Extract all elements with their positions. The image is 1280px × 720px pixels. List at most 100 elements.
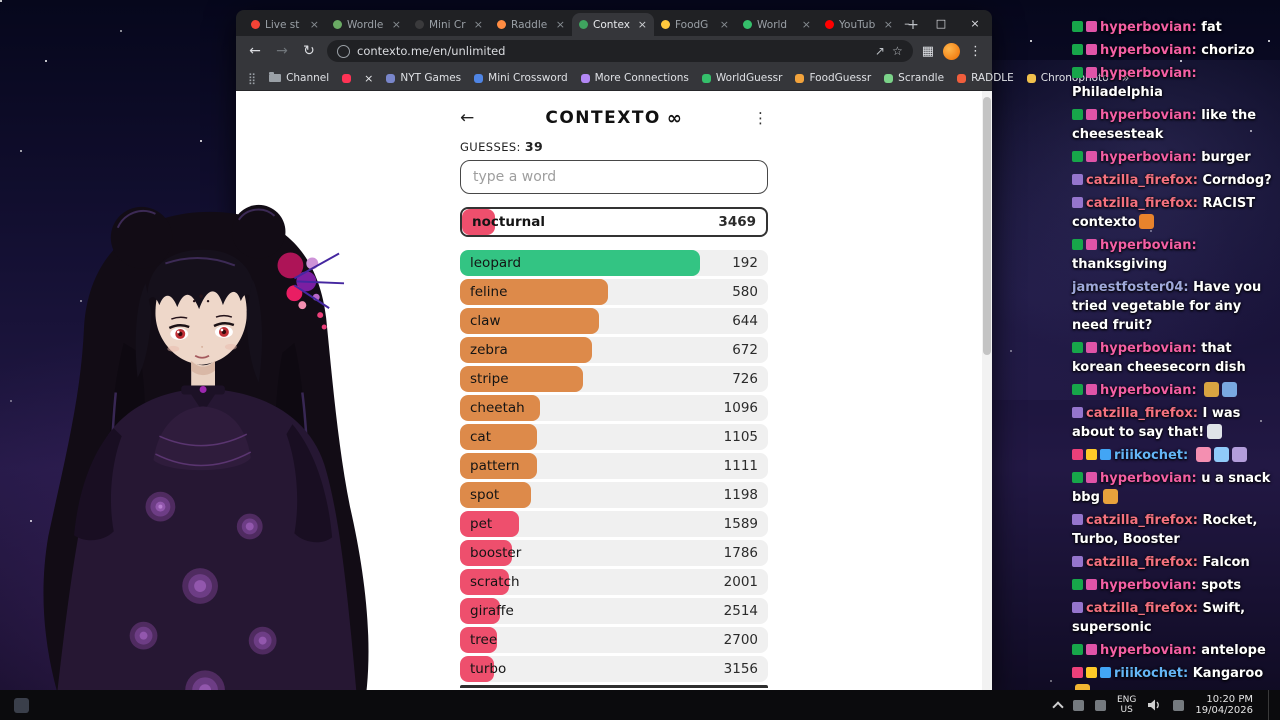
show-desktop-button[interactable] — [1268, 690, 1272, 720]
guess-bar — [460, 308, 599, 334]
browser-tab[interactable]: Raddle × — [490, 13, 572, 36]
new-tab-button[interactable]: + — [907, 17, 919, 33]
chat-emote-icon — [1213, 447, 1229, 462]
chat-text: fat — [1201, 20, 1222, 35]
guess-row: cat 1105 — [460, 424, 768, 450]
browser-menu-icon[interactable]: ⋮ — [969, 43, 982, 59]
address-bar[interactable]: contexto.me/en/unlimited ↗ ☆ — [327, 40, 913, 62]
browser-tab[interactable]: Live st × — [244, 13, 326, 36]
chat-username: hyperbovian: — [1100, 578, 1202, 593]
bookmarks-overflow-icon[interactable]: » — [1121, 70, 1130, 86]
forward-nav-icon[interactable]: → — [276, 43, 288, 59]
tab-close-icon[interactable]: × — [801, 18, 811, 31]
current-guess-word: nocturnal — [472, 214, 545, 230]
guess-rank: 672 — [732, 342, 758, 358]
tab-close-icon[interactable]: × — [555, 18, 565, 31]
tab-close-icon[interactable]: × — [309, 18, 319, 31]
maximize-button[interactable]: □ — [935, 16, 947, 30]
minimize-button[interactable]: – — [904, 16, 910, 30]
bookmark-item[interactable]: Mini Crossword — [474, 72, 568, 84]
tray-icon[interactable] — [1173, 699, 1185, 711]
word-input[interactable] — [460, 160, 768, 194]
tab-strip-tabs: Live st × Wordle × Mini Cr × Raddle × Contex × Foo… — [244, 13, 900, 36]
tab-favicon — [661, 20, 670, 29]
tab-close-icon[interactable]: × — [473, 18, 483, 31]
chat-message: hyperbovian: like the cheesesteak — [1072, 106, 1274, 144]
tab-favicon — [415, 20, 424, 29]
tray-expand-icon[interactable] — [1052, 700, 1064, 713]
starfield — [0, 0, 2, 2]
chat-message: catzilla_firefox: Swift, supersonic — [1072, 599, 1274, 637]
chat-message: hyperbovian: thanksgiving — [1072, 236, 1274, 274]
back-arrow-icon[interactable]: ← — [460, 108, 475, 128]
url-text[interactable]: contexto.me/en/unlimited — [357, 44, 506, 58]
guess-row: turbo 3156 — [460, 656, 768, 682]
taskbar-clock[interactable]: 10:20 PM 19/04/2026 — [1195, 694, 1253, 716]
reload-icon[interactable]: ↻ — [303, 43, 315, 59]
tray-icon[interactable] — [1072, 699, 1084, 711]
chat-message: hyperbovian: that korean cheesecorn dish — [1072, 339, 1274, 377]
chat-username: hyperbovian: — [1100, 20, 1202, 35]
browser-tab[interactable]: Mini Cr × — [408, 13, 490, 36]
profile-avatar[interactable] — [943, 42, 960, 60]
bookmark-favicon — [386, 73, 396, 83]
bookmark-favicon — [342, 73, 352, 83]
bookmarks-bar: ⣿ Channel × NYT Games Mini Crossword More Con… — [236, 66, 1130, 91]
chat-badge-icon — [1072, 44, 1083, 55]
bookmark-item[interactable]: ⣿ — [248, 73, 256, 84]
chat-badge-icon — [1086, 239, 1097, 250]
share-icon[interactable]: ↗ — [874, 44, 885, 58]
guess-row: zebra 672 — [460, 337, 768, 363]
bookmark-item[interactable]: Channel — [269, 72, 329, 84]
language-indicator[interactable]: ENG US — [1117, 695, 1136, 715]
close-button[interactable]: × — [970, 16, 980, 30]
bookmark-item[interactable] — [342, 73, 352, 83]
back-nav-icon[interactable]: ← — [249, 43, 261, 59]
guess-rank: 2001 — [723, 574, 758, 590]
chat-badge-icon — [1072, 21, 1083, 32]
tab-close-icon[interactable]: × — [883, 18, 893, 31]
tab-strip: Live st × Wordle × Mini Cr × Raddle × Contex × Foo… — [236, 10, 992, 36]
bookmark-item[interactable]: Scrandle — [884, 72, 944, 84]
chat-badge-icon — [1100, 449, 1111, 460]
scrollbar[interactable] — [982, 91, 992, 691]
tab-favicon — [251, 20, 260, 29]
speaker-icon[interactable] — [1147, 698, 1162, 712]
chat-username: hyperbovian: — [1100, 471, 1202, 486]
site-info-icon[interactable] — [337, 44, 350, 58]
browser-tab[interactable]: FoodG × — [654, 13, 736, 36]
chat-badge-icon — [1072, 579, 1083, 590]
browser-tab[interactable]: Wordle × — [326, 13, 408, 36]
bookmark-item[interactable]: More Connections — [580, 72, 689, 84]
browser-tab[interactable]: Contex × — [572, 13, 654, 36]
extensions-icon[interactable]: ▦ — [921, 43, 934, 59]
bookmark-item[interactable]: × — [364, 73, 373, 84]
guess-row: feline 580 — [460, 279, 768, 305]
bookmark-favicon: ⣿ — [248, 71, 257, 85]
taskbar-app-icon[interactable] — [14, 697, 29, 713]
chat-badge-icon — [1086, 109, 1097, 120]
bookmark-item[interactable]: RADDLE — [957, 72, 1014, 84]
chat-emote-icon — [1222, 382, 1238, 397]
chat-message: hyperbovian: fat — [1072, 18, 1274, 37]
bookmark-star-icon[interactable]: ☆ — [891, 44, 903, 58]
browser-tab[interactable]: World × — [736, 13, 818, 36]
tray-icon[interactable] — [1094, 699, 1106, 711]
tab-close-icon[interactable]: × — [719, 18, 729, 31]
tab-close-icon[interactable]: × — [637, 18, 647, 31]
bookmark-item[interactable]: FoodGuessr — [795, 72, 871, 84]
guess-word: stripe — [470, 371, 509, 387]
chat-username: catzilla_firefox: — [1086, 555, 1203, 570]
guesses-label: GUESSES: — [460, 140, 521, 154]
scrollbar-thumb[interactable] — [983, 97, 991, 355]
chat-badge-icon — [1072, 174, 1083, 185]
bookmark-item[interactable]: NYT Games — [386, 72, 461, 84]
guess-rank: 192 — [732, 255, 758, 271]
chat-text: RACIST contexto — [1072, 196, 1256, 230]
tab-close-icon[interactable]: × — [391, 18, 401, 31]
chat-text: antelope — [1201, 643, 1266, 658]
chat-username: hyperbovian: — [1100, 383, 1202, 398]
bookmark-item[interactable]: WorldGuessr — [701, 72, 782, 84]
game-menu-icon[interactable]: ⋮ — [753, 109, 768, 127]
browser-tab[interactable]: YouTub × — [818, 13, 900, 36]
